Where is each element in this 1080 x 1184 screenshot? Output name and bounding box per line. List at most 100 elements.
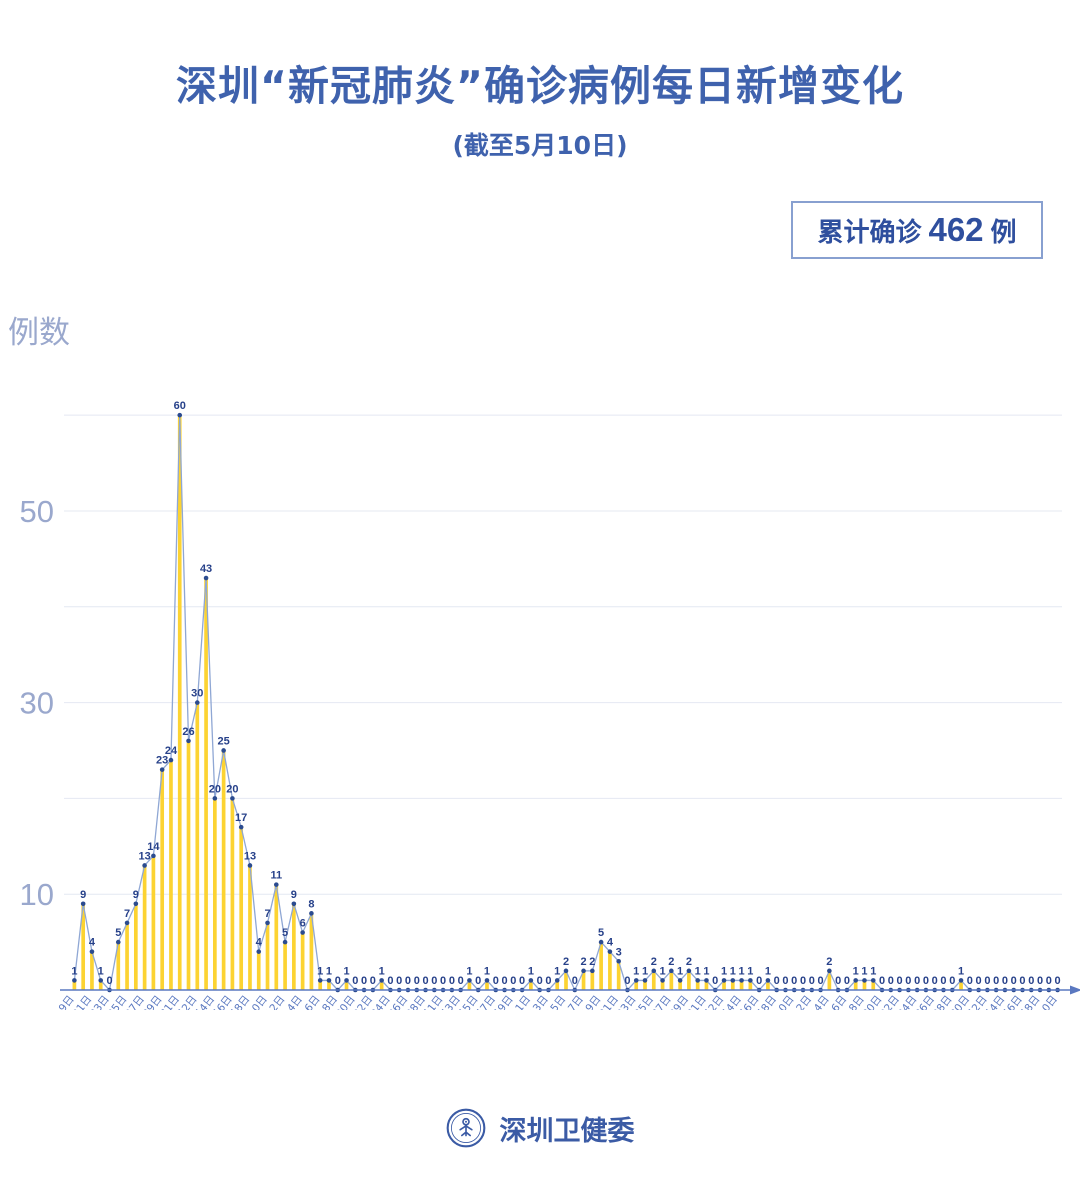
data-label: 1 <box>870 965 876 977</box>
bar <box>827 970 832 990</box>
data-label: 26 <box>182 726 194 738</box>
data-label: 5 <box>282 927 288 939</box>
bar <box>248 865 252 990</box>
data-point <box>238 824 244 830</box>
data-label: 1 <box>633 965 639 977</box>
data-label: 0 <box>493 975 499 987</box>
data-label: 5 <box>115 927 121 939</box>
data-label: 1 <box>703 965 709 977</box>
data-label: 1 <box>484 965 490 977</box>
data-point <box>581 968 586 974</box>
data-label: 20 <box>209 783 221 795</box>
data-label: 0 <box>1019 975 1025 987</box>
data-point <box>309 911 314 916</box>
bar <box>186 740 191 990</box>
bar <box>160 769 165 990</box>
data-point <box>651 968 657 974</box>
x-tick-label: 1月19日 <box>42 993 77 1010</box>
data-label: 0 <box>940 975 946 987</box>
data-label: 0 <box>1011 975 1017 987</box>
data-point <box>212 796 218 801</box>
data-point <box>159 767 165 772</box>
data-label: 1 <box>343 965 349 977</box>
data-label: 7 <box>264 908 270 920</box>
data-label: 23 <box>156 755 168 767</box>
data-label: 13 <box>244 850 256 862</box>
data-label: 1 <box>730 965 736 977</box>
data-label: 0 <box>519 975 525 987</box>
data-label: 1 <box>642 965 648 977</box>
bar <box>730 980 735 990</box>
data-label: 9 <box>291 889 297 901</box>
data-point <box>721 978 727 983</box>
bar <box>564 970 568 990</box>
bar <box>616 961 621 990</box>
data-point <box>669 968 674 974</box>
data-point <box>853 978 858 983</box>
data-point <box>151 853 156 859</box>
bar <box>555 980 560 990</box>
bar <box>169 760 173 990</box>
data-label: 5 <box>598 927 604 939</box>
data-label: 1 <box>765 965 771 977</box>
bar <box>634 980 639 990</box>
data-label: 60 <box>174 400 186 412</box>
shenzhen-health-emblem-icon <box>446 1108 485 1148</box>
daily-new-cases-chart: 1030501941057913142324602630432025201713… <box>20 400 1080 1010</box>
y-axis-title: 例数 <box>8 315 70 351</box>
bar <box>704 980 709 990</box>
bar <box>318 980 323 990</box>
page-title: 深圳“新冠肺炎”确诊病例每日新增变化 <box>176 62 904 110</box>
bar <box>959 980 963 990</box>
data-label: 0 <box>624 975 630 987</box>
bar <box>695 980 700 990</box>
data-point <box>177 412 183 418</box>
data-label: 1 <box>98 965 104 977</box>
data-label: 0 <box>458 975 464 987</box>
bar <box>239 827 244 990</box>
data-label: 4 <box>256 937 263 949</box>
data-label: 0 <box>782 975 788 987</box>
bar <box>116 942 121 990</box>
data-label: 0 <box>818 975 824 987</box>
data-point <box>633 978 639 983</box>
bar <box>98 980 103 990</box>
data-point <box>598 939 604 945</box>
data-labels: 1941057913142324602630432025201713471159… <box>71 400 1060 987</box>
data-label: 1 <box>528 965 534 977</box>
data-label: 0 <box>905 975 911 987</box>
data-label: 0 <box>888 975 894 987</box>
bar <box>142 865 147 990</box>
y-tick-labels: 10 30 50 <box>20 494 54 912</box>
data-point <box>89 949 95 954</box>
data-point <box>958 978 964 983</box>
data-label: 0 <box>774 975 780 987</box>
bar <box>722 980 726 990</box>
data-label: 0 <box>923 975 929 987</box>
data-label: 1 <box>660 965 666 977</box>
x-axis-arrow <box>1070 985 1080 995</box>
data-label: 1 <box>466 965 472 977</box>
data-label: 0 <box>914 975 920 987</box>
badge-number: 462 <box>928 211 984 248</box>
data-point <box>274 882 279 887</box>
data-label: 0 <box>967 975 973 987</box>
data-point <box>862 978 867 983</box>
bar <box>485 980 489 990</box>
data-point <box>379 978 384 983</box>
data-label: 0 <box>791 975 797 987</box>
bar <box>125 922 129 990</box>
data-point <box>317 978 323 983</box>
total-confirmed-badge: 累计确诊 462 例 <box>791 201 1043 259</box>
data-point <box>686 968 692 974</box>
y-tick-label: 50 <box>20 494 54 529</box>
data-label: 1 <box>677 965 683 977</box>
data-point <box>168 757 174 763</box>
data-point <box>607 949 613 954</box>
bar <box>300 932 305 990</box>
data-label: 1 <box>721 965 727 977</box>
data-label: 20 <box>226 783 238 795</box>
data-point <box>739 978 744 983</box>
data-label: 0 <box>440 975 446 987</box>
